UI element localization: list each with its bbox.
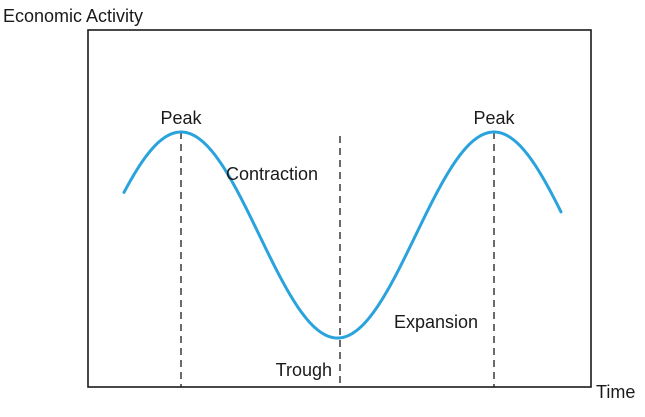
y-axis-label: Economic Activity	[3, 6, 143, 26]
contraction-label: Contraction	[226, 164, 318, 184]
x-axis-label: Time	[596, 382, 635, 402]
peak-label-right: Peak	[473, 108, 515, 128]
expansion-label: Expansion	[394, 312, 478, 332]
peak-label-left: Peak	[160, 108, 202, 128]
business-cycle-curve	[122, 130, 563, 340]
trough-label: Trough	[276, 360, 332, 380]
